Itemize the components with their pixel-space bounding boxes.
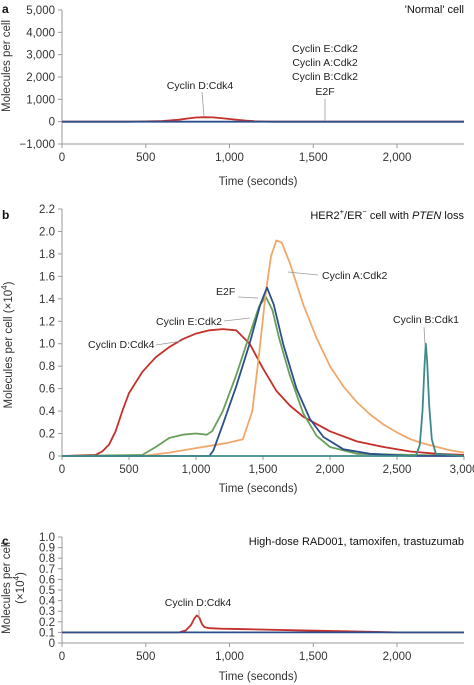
panel-c-y-axis-label-line-2: (×104) bbox=[12, 572, 27, 604]
annotation-cyclin-b-cdk2: Cyclin B:Cdk2 bbox=[292, 71, 358, 83]
panel-a-y-axis-label: Molecules per cell bbox=[1, 20, 13, 112]
x-tick-label: 3,000 bbox=[450, 464, 474, 476]
panel-a-x-axis-label: Time (seconds) bbox=[219, 176, 298, 188]
y-tick-label: −1,000 bbox=[20, 139, 56, 151]
panel-c-series bbox=[62, 614, 464, 634]
panel-c-y-axis-label-line-1: Molecules per cell bbox=[1, 542, 13, 634]
y-tick-label: 0 bbox=[49, 638, 55, 650]
panel-b-y-axis-label: Molecules per cell (×104) bbox=[0, 281, 15, 408]
y-tick-label: 2,000 bbox=[26, 72, 55, 84]
panel-a-title: 'Normal' cell bbox=[405, 4, 464, 16]
panel-a-annotations: Cyclin D:Cdk4 Cyclin E:Cdk2 Cyclin A:Cdk… bbox=[167, 43, 358, 121]
series-line-cyclin-d-cdk4 bbox=[61, 328, 465, 457]
y-tick-label: 2.0 bbox=[39, 226, 55, 238]
panel-b: b HER2+/ER− cell with PTEN loss Molecule… bbox=[0, 204, 474, 495]
y-tick-label: 4,000 bbox=[26, 27, 55, 39]
y-tick-label: 0.2 bbox=[39, 617, 55, 629]
x-tick-label: 1,500 bbox=[299, 152, 328, 164]
series-line-e2f bbox=[62, 286, 464, 457]
y-tick-label: 0.8 bbox=[39, 553, 55, 565]
panel-b-annotations: Cyclin A:Cdk2 E2F Cyclin E:Cdk2 Cyclin D… bbox=[88, 270, 459, 351]
annotation-cyclin-e-cdk2: Cyclin E:Cdk2 bbox=[292, 43, 358, 55]
panel-c-title: High-dose RAD001, tamoxifen, trastuzumab bbox=[249, 536, 464, 548]
y-tick-label: 5,000 bbox=[26, 5, 55, 17]
series-line-cyclin-b-cdk1 bbox=[62, 342, 465, 457]
y-tick-label: 0.8 bbox=[39, 361, 55, 373]
annotation-cyclin-a-cdk2: Cyclin A:Cdk2 bbox=[322, 270, 388, 282]
x-tick-label: 0 bbox=[59, 464, 65, 476]
y-tick-label: 0.7 bbox=[39, 564, 55, 576]
y-tick-label: 0.6 bbox=[39, 574, 55, 586]
panel-a: a 'Normal' cell Molecules per cell Time … bbox=[1, 2, 464, 188]
y-tick-label: 0.3 bbox=[39, 606, 55, 618]
panel-b-title: HER2+/ER− cell with PTEN loss bbox=[310, 207, 464, 222]
annotation-cyclin-d-cdk4: Cyclin D:Cdk4 bbox=[167, 80, 234, 92]
leader-line-cyclin-b-cdk1 bbox=[423, 326, 426, 346]
y-tick-label: 0.2 bbox=[39, 429, 55, 441]
panel-b-x-axis-label: Time (seconds) bbox=[219, 483, 298, 495]
y-tick-label: 0 bbox=[49, 117, 55, 129]
series-line-cyclin-a-cdk2 bbox=[62, 239, 465, 457]
y-tick-label: 1.2 bbox=[39, 316, 55, 328]
leader-line-cyclin-d-cdk4 bbox=[155, 340, 183, 346]
y-tick-label: 0.4 bbox=[39, 406, 56, 418]
y-tick-label: 0.5 bbox=[39, 585, 55, 597]
y-tick-label: 1.0 bbox=[39, 532, 55, 544]
panel-c-label: c bbox=[2, 534, 9, 548]
annotation-cyclin-e-cdk2: Cyclin E:Cdk2 bbox=[156, 316, 222, 328]
y-tick-label: 1.0 bbox=[39, 339, 55, 351]
x-tick-label: 2,000 bbox=[383, 651, 412, 663]
x-tick-label: 2,000 bbox=[383, 152, 412, 164]
panel-b-series bbox=[61, 239, 465, 457]
series-line-cyclin-d-cdk4 bbox=[62, 614, 464, 634]
panel-c: c High-dose RAD001, tamoxifen, trastuzum… bbox=[1, 532, 464, 683]
panel-b-label: b bbox=[2, 208, 9, 222]
annotation-cyclin-d-cdk4: Cyclin D:Cdk4 bbox=[165, 597, 232, 609]
panel-a-label: a bbox=[2, 2, 9, 16]
y-tick-label: 0.6 bbox=[39, 384, 55, 396]
y-tick-label: 0.9 bbox=[39, 543, 55, 555]
x-tick-label: 1,000 bbox=[215, 152, 244, 164]
x-tick-label: 1,500 bbox=[299, 651, 328, 663]
x-tick-label: 500 bbox=[119, 464, 138, 476]
leader-line-cyclin-d-cdk4 bbox=[201, 91, 205, 118]
annotation-cyclin-b-cdk1: Cyclin B:Cdk1 bbox=[393, 314, 459, 326]
series-line-cyclin-e-cdk2 bbox=[61, 295, 465, 457]
leader-line-cyclin-a-cdk2 bbox=[287, 271, 319, 276]
y-tick-label: 0.4 bbox=[39, 596, 56, 608]
x-tick-label: 2,000 bbox=[316, 464, 345, 476]
panel-c-ticks: 00.10.20.30.40.50.60.70.80.91.00 500 1,000… bbox=[39, 532, 464, 663]
panel-c-x-axis-label: Time (seconds) bbox=[219, 671, 298, 683]
x-tick-label: 1,000 bbox=[215, 651, 244, 663]
annotation-cyclin-a-cdk2: Cyclin A:Cdk2 bbox=[292, 57, 358, 69]
x-tick-label: 1,000 bbox=[182, 464, 211, 476]
y-tick-label: 1.8 bbox=[39, 249, 55, 261]
x-tick-label: 1,500 bbox=[249, 464, 278, 476]
x-tick-label: 500 bbox=[136, 152, 155, 164]
y-tick-label: 1.4 bbox=[39, 294, 56, 306]
annotation-e2f: E2F bbox=[216, 286, 235, 298]
leader-line-cyclin-e-cdk2 bbox=[223, 317, 251, 322]
y-tick-label: 1.6 bbox=[39, 271, 55, 283]
y-tick-label: 0.1 bbox=[39, 627, 55, 639]
panel-a-series bbox=[62, 116, 464, 123]
x-tick-label: 0 bbox=[59, 651, 65, 663]
y-tick-label: 0 bbox=[49, 451, 55, 463]
y-tick-label: 2.2 bbox=[39, 204, 55, 216]
y-tick-label: 1,000 bbox=[26, 94, 55, 106]
leader-line-e2f bbox=[237, 296, 259, 299]
x-tick-label: 0 bbox=[59, 152, 65, 164]
x-tick-label: 500 bbox=[136, 651, 155, 663]
panel-c-annotations: Cyclin D:Cdk4 bbox=[165, 597, 232, 618]
x-tick-label: 2,500 bbox=[383, 464, 412, 476]
annotation-cyclin-d-cdk4: Cyclin D:Cdk4 bbox=[88, 339, 155, 351]
annotation-e2f: E2F bbox=[315, 86, 334, 98]
y-tick-label: 3,000 bbox=[26, 50, 55, 62]
